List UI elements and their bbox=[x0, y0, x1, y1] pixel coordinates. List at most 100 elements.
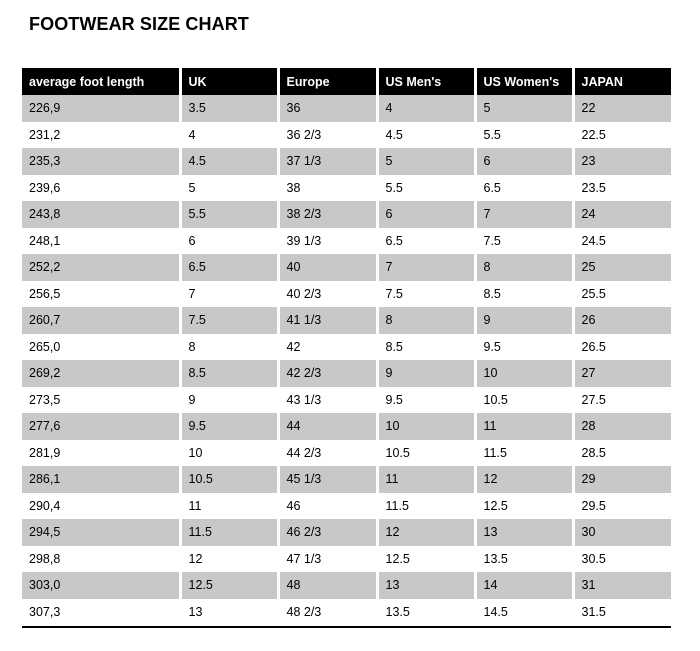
table-row: 277,6 9.5 44 10 11 28 bbox=[22, 413, 671, 440]
cell-us-mens: 10.5 bbox=[377, 439, 477, 466]
table-row: 265,0 8 42 8.5 9.5 26.5 bbox=[22, 333, 671, 360]
cell-us-womens: 6 bbox=[475, 148, 575, 175]
size-chart-table: average foot length UK Europe US Men's US Wo… bbox=[22, 68, 671, 625]
cell-europe: 48 bbox=[278, 572, 379, 599]
table-row: 235,3 4.5 37 1/3 5 6 23 bbox=[22, 148, 671, 175]
cell-us-womens: 5 bbox=[475, 95, 575, 122]
table-row: 307,3 13 48 2/3 13.5 14.5 31.5 bbox=[22, 598, 671, 625]
cell-japan: 28 bbox=[573, 413, 671, 440]
cell-us-womens: 7 bbox=[475, 201, 575, 228]
cell-us-womens: 9.5 bbox=[475, 333, 575, 360]
cell-foot-length: 307,3 bbox=[22, 598, 182, 625]
cell-europe: 42 bbox=[278, 333, 379, 360]
cell-europe: 39 1/3 bbox=[278, 227, 379, 254]
table-row: 239,6 5 38 5.5 6.5 23.5 bbox=[22, 174, 671, 201]
header-us-mens: US Men's bbox=[377, 68, 477, 95]
cell-us-mens: 7.5 bbox=[377, 280, 477, 307]
cell-foot-length: 248,1 bbox=[22, 227, 182, 254]
cell-us-mens: 13.5 bbox=[377, 598, 477, 625]
cell-europe: 37 1/3 bbox=[278, 148, 379, 175]
cell-uk: 5.5 bbox=[180, 201, 280, 228]
cell-us-womens: 8 bbox=[475, 254, 575, 281]
cell-japan: 27 bbox=[573, 360, 671, 387]
cell-foot-length: 269,2 bbox=[22, 360, 182, 387]
table-row: 298,8 12 47 1/3 12.5 13.5 30.5 bbox=[22, 545, 671, 572]
cell-europe: 46 bbox=[278, 492, 379, 519]
cell-uk: 9.5 bbox=[180, 413, 280, 440]
cell-japan: 30.5 bbox=[573, 545, 671, 572]
cell-us-womens: 13.5 bbox=[475, 545, 575, 572]
cell-foot-length: 226,9 bbox=[22, 95, 182, 122]
cell-uk: 13 bbox=[180, 598, 280, 625]
table-row: 243,8 5.5 38 2/3 6 7 24 bbox=[22, 201, 671, 228]
cell-us-womens: 14.5 bbox=[475, 598, 575, 625]
cell-japan: 26 bbox=[573, 307, 671, 334]
cell-japan: 22 bbox=[573, 95, 671, 122]
cell-europe: 42 2/3 bbox=[278, 360, 379, 387]
cell-foot-length: 281,9 bbox=[22, 439, 182, 466]
cell-us-mens: 11 bbox=[377, 466, 477, 493]
cell-japan: 28.5 bbox=[573, 439, 671, 466]
table-row: 252,2 6.5 40 7 8 25 bbox=[22, 254, 671, 281]
cell-us-mens: 8.5 bbox=[377, 333, 477, 360]
cell-japan: 29 bbox=[573, 466, 671, 493]
cell-uk: 5 bbox=[180, 174, 280, 201]
cell-japan: 31 bbox=[573, 572, 671, 599]
cell-japan: 26.5 bbox=[573, 333, 671, 360]
cell-us-mens: 9 bbox=[377, 360, 477, 387]
cell-us-womens: 11.5 bbox=[475, 439, 575, 466]
table-row: 269,2 8.5 42 2/3 9 10 27 bbox=[22, 360, 671, 387]
cell-foot-length: 260,7 bbox=[22, 307, 182, 334]
cell-us-womens: 10.5 bbox=[475, 386, 575, 413]
cell-us-mens: 9.5 bbox=[377, 386, 477, 413]
cell-us-mens: 12.5 bbox=[377, 545, 477, 572]
table-row: 294,5 11.5 46 2/3 12 13 30 bbox=[22, 519, 671, 546]
cell-foot-length: 303,0 bbox=[22, 572, 182, 599]
cell-uk: 6.5 bbox=[180, 254, 280, 281]
cell-us-mens: 13 bbox=[377, 572, 477, 599]
cell-uk: 11 bbox=[180, 492, 280, 519]
cell-europe: 40 2/3 bbox=[278, 280, 379, 307]
header-us-womens: US Women's bbox=[475, 68, 575, 95]
cell-foot-length: 239,6 bbox=[22, 174, 182, 201]
cell-us-mens: 12 bbox=[377, 519, 477, 546]
cell-us-womens: 13 bbox=[475, 519, 575, 546]
cell-us-mens: 6.5 bbox=[377, 227, 477, 254]
cell-foot-length: 265,0 bbox=[22, 333, 182, 360]
header-row: average foot length UK Europe US Men's US Wo… bbox=[22, 68, 671, 95]
cell-us-mens: 4 bbox=[377, 95, 477, 122]
cell-us-womens: 12.5 bbox=[475, 492, 575, 519]
cell-europe: 38 bbox=[278, 174, 379, 201]
cell-us-mens: 5 bbox=[377, 148, 477, 175]
table-row: 260,7 7.5 41 1/3 8 9 26 bbox=[22, 307, 671, 334]
cell-uk: 4.5 bbox=[180, 148, 280, 175]
cell-uk: 8.5 bbox=[180, 360, 280, 387]
cell-japan: 24 bbox=[573, 201, 671, 228]
table-row: 248,1 6 39 1/3 6.5 7.5 24.5 bbox=[22, 227, 671, 254]
cell-us-mens: 10 bbox=[377, 413, 477, 440]
cell-us-womens: 11 bbox=[475, 413, 575, 440]
cell-europe: 47 1/3 bbox=[278, 545, 379, 572]
cell-japan: 31.5 bbox=[573, 598, 671, 625]
cell-japan: 24.5 bbox=[573, 227, 671, 254]
header-europe: Europe bbox=[278, 68, 379, 95]
table-header: average foot length UK Europe US Men's US Wo… bbox=[22, 68, 671, 95]
table-row: 273,5 9 43 1/3 9.5 10.5 27.5 bbox=[22, 386, 671, 413]
cell-japan: 30 bbox=[573, 519, 671, 546]
cell-europe: 36 2/3 bbox=[278, 121, 379, 148]
cell-japan: 25.5 bbox=[573, 280, 671, 307]
cell-us-womens: 14 bbox=[475, 572, 575, 599]
cell-foot-length: 256,5 bbox=[22, 280, 182, 307]
cell-us-mens: 8 bbox=[377, 307, 477, 334]
cell-foot-length: 294,5 bbox=[22, 519, 182, 546]
table-row: 290,4 11 46 11.5 12.5 29.5 bbox=[22, 492, 671, 519]
table-row: 286,1 10.5 45 1/3 11 12 29 bbox=[22, 466, 671, 493]
cell-foot-length: 273,5 bbox=[22, 386, 182, 413]
page-title: FOOTWEAR SIZE CHART bbox=[29, 14, 249, 34]
cell-uk: 3.5 bbox=[180, 95, 280, 122]
table-row: 231,2 4 36 2/3 4.5 5.5 22.5 bbox=[22, 121, 671, 148]
cell-japan: 25 bbox=[573, 254, 671, 281]
cell-uk: 12.5 bbox=[180, 572, 280, 599]
cell-europe: 41 1/3 bbox=[278, 307, 379, 334]
cell-foot-length: 235,3 bbox=[22, 148, 182, 175]
